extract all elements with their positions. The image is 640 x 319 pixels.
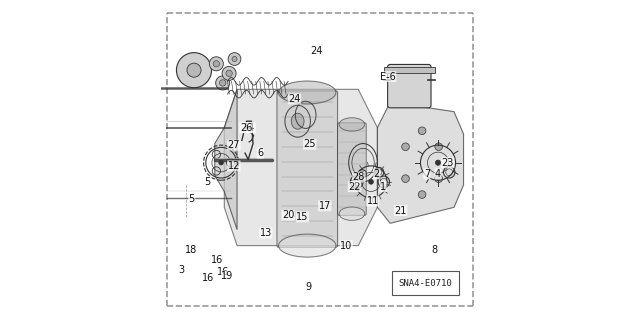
Ellipse shape	[339, 118, 365, 131]
Circle shape	[402, 175, 410, 182]
Text: 24: 24	[310, 46, 323, 56]
Text: 25: 25	[303, 139, 316, 149]
Text: 2: 2	[374, 169, 380, 179]
Text: 16: 16	[211, 255, 223, 265]
Text: SNA4-E0710: SNA4-E0710	[398, 279, 452, 288]
Text: 11: 11	[367, 196, 379, 206]
Circle shape	[187, 63, 201, 77]
Polygon shape	[378, 102, 463, 223]
Text: 15: 15	[296, 212, 308, 222]
FancyBboxPatch shape	[277, 91, 337, 247]
Circle shape	[216, 76, 230, 90]
Text: E-6: E-6	[380, 71, 396, 82]
Circle shape	[419, 127, 426, 135]
Circle shape	[213, 61, 220, 67]
Ellipse shape	[278, 234, 336, 257]
Circle shape	[220, 80, 226, 86]
Text: 14: 14	[243, 122, 255, 133]
Circle shape	[209, 57, 223, 71]
Ellipse shape	[339, 207, 365, 220]
Text: 5: 5	[205, 177, 211, 187]
Text: 21: 21	[394, 205, 407, 216]
Polygon shape	[384, 67, 435, 73]
Text: 5: 5	[189, 194, 195, 204]
Text: 17: 17	[319, 201, 331, 211]
Circle shape	[435, 160, 441, 165]
Ellipse shape	[291, 113, 304, 129]
Text: 23: 23	[442, 158, 454, 168]
Ellipse shape	[278, 81, 336, 104]
Text: 9: 9	[306, 282, 312, 292]
Circle shape	[435, 143, 442, 151]
Text: 4: 4	[435, 169, 441, 179]
Text: 20: 20	[282, 210, 294, 220]
FancyBboxPatch shape	[337, 123, 366, 215]
Circle shape	[402, 143, 410, 151]
Text: 6: 6	[257, 148, 264, 158]
Text: 24: 24	[288, 94, 301, 104]
Text: 18: 18	[185, 245, 197, 256]
Circle shape	[369, 179, 373, 184]
Text: 19: 19	[221, 271, 234, 281]
Circle shape	[232, 56, 237, 62]
Text: 8: 8	[431, 245, 437, 256]
Text: 16: 16	[216, 267, 229, 277]
Ellipse shape	[285, 105, 310, 137]
Text: 22: 22	[348, 182, 361, 192]
Circle shape	[222, 66, 236, 80]
Text: 26: 26	[240, 122, 252, 133]
Circle shape	[219, 160, 223, 165]
Text: 12: 12	[228, 161, 240, 171]
FancyBboxPatch shape	[392, 271, 459, 295]
Text: 7: 7	[424, 169, 430, 179]
Circle shape	[435, 175, 442, 182]
Text: 13: 13	[260, 228, 272, 238]
Text: 28: 28	[353, 172, 365, 182]
Text: 16: 16	[202, 272, 214, 283]
FancyBboxPatch shape	[388, 64, 431, 108]
Circle shape	[228, 53, 241, 65]
Text: 1: 1	[380, 182, 386, 192]
Circle shape	[226, 70, 232, 77]
Text: 10: 10	[340, 241, 352, 251]
Polygon shape	[224, 89, 378, 246]
Text: 27: 27	[228, 140, 240, 150]
Circle shape	[177, 53, 212, 88]
Circle shape	[419, 191, 426, 198]
Text: 3: 3	[178, 264, 184, 275]
Polygon shape	[215, 89, 237, 230]
